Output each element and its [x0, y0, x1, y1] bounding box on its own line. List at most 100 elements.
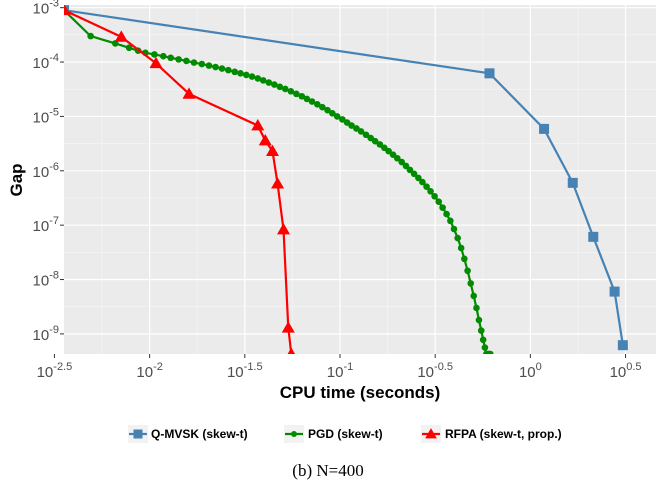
data-point	[277, 223, 291, 235]
data-point	[475, 316, 483, 324]
legend-label: PGD (skew-t)	[308, 427, 383, 441]
data-point	[431, 192, 438, 200]
data-point	[385, 147, 392, 155]
legend-label: Q-MVSK (skew-t)	[151, 427, 248, 441]
data-point	[254, 75, 262, 82]
data-point	[259, 77, 267, 84]
data-point	[319, 103, 326, 111]
data-point	[454, 234, 461, 242]
data-point	[167, 54, 174, 62]
data-point	[125, 44, 133, 52]
data-point	[182, 87, 196, 99]
data-point	[231, 68, 239, 76]
data-point	[293, 90, 300, 98]
data-point	[339, 116, 346, 123]
data-point	[470, 292, 478, 300]
series-layer	[64, 5, 628, 354]
data-point	[443, 210, 450, 218]
data-point	[64, 5, 71, 16]
plot-area	[64, 5, 628, 354]
data-point	[303, 95, 311, 103]
data-point	[298, 92, 306, 100]
y-axis-ticks: 10-3 10-4 10-5 10-6 10-7 10-8 10-9	[33, 0, 64, 344]
y-axis-title: Gap	[7, 163, 26, 196]
data-point	[539, 123, 550, 134]
data-point	[609, 286, 620, 297]
x-tick-label: 10-2.5	[37, 361, 73, 381]
x-tick-label: 100.5	[610, 361, 642, 381]
data-point	[237, 70, 244, 77]
data-point	[415, 174, 422, 182]
data-point	[588, 231, 599, 242]
legend-key-marker	[133, 429, 143, 439]
data-point	[617, 340, 628, 351]
data-point	[447, 217, 454, 225]
data-point	[114, 30, 128, 42]
data-point	[160, 52, 167, 60]
legend: Q-MVSK (skew-t) PGD (skew-t) RFPA (skew-t,…	[128, 425, 562, 443]
data-point	[251, 119, 265, 131]
x-tick-label: 100	[519, 361, 542, 381]
data-point	[258, 134, 272, 146]
data-point	[198, 60, 206, 68]
data-point	[149, 56, 163, 69]
data-point	[467, 280, 475, 287]
data-point	[212, 63, 219, 71]
data-point	[287, 87, 295, 95]
y-tick-label: 10-5	[33, 106, 59, 126]
data-point	[481, 344, 489, 351]
x-tick-label: 10-0.5	[417, 361, 453, 381]
data-point	[450, 225, 458, 233]
x-axis-ticks: 10-2.5 10-2 10-1.5 10-1 10-0.5 100 100.5	[37, 354, 642, 381]
y-tick-label: 10-4	[33, 52, 59, 72]
y-tick-label: 10-9	[33, 324, 59, 344]
data-point	[287, 347, 296, 354]
data-point	[175, 56, 182, 63]
x-tick-label: 10-1.5	[227, 361, 263, 381]
data-point	[314, 101, 321, 108]
y-tick-label: 10-7	[33, 215, 59, 235]
data-point	[435, 198, 443, 206]
data-point	[308, 98, 316, 105]
data-point	[357, 128, 365, 135]
data-point	[248, 73, 256, 80]
data-point	[243, 71, 250, 79]
data-point	[457, 244, 465, 252]
data-point	[477, 327, 485, 334]
data-point	[419, 178, 426, 186]
x-tick-label: 10-1	[327, 361, 353, 381]
data-point	[423, 183, 430, 190]
data-point	[271, 177, 285, 189]
data-point	[567, 177, 578, 188]
data-point	[439, 204, 446, 211]
data-point	[394, 154, 401, 162]
data-point	[183, 57, 190, 65]
data-point	[371, 137, 379, 145]
data-point	[329, 110, 336, 117]
data-point	[487, 350, 494, 354]
x-tick-label: 10-2	[136, 361, 162, 381]
data-point	[265, 79, 273, 86]
legend-label: RFPA (skew-t, prop.)	[445, 427, 562, 441]
y-tick-label: 10-3	[33, 0, 59, 18]
legend-key-marker	[291, 431, 297, 437]
data-point	[324, 106, 331, 114]
data-point	[205, 62, 213, 69]
series-pgd	[64, 6, 494, 354]
data-point	[190, 59, 198, 66]
data-point	[410, 170, 418, 178]
grid	[53, 5, 656, 354]
data-point	[484, 68, 495, 79]
data-point	[362, 131, 370, 139]
data-point	[427, 187, 434, 195]
y-tick-label: 10-6	[33, 161, 59, 181]
figure-caption: (b) N=400	[292, 461, 363, 480]
y-tick-label: 10-8	[33, 270, 59, 290]
data-point	[348, 122, 355, 129]
data-point	[461, 255, 468, 263]
data-point	[218, 65, 226, 72]
data-point	[225, 66, 232, 74]
x-axis-title: CPU time (seconds)	[280, 383, 441, 402]
data-point	[479, 336, 487, 344]
